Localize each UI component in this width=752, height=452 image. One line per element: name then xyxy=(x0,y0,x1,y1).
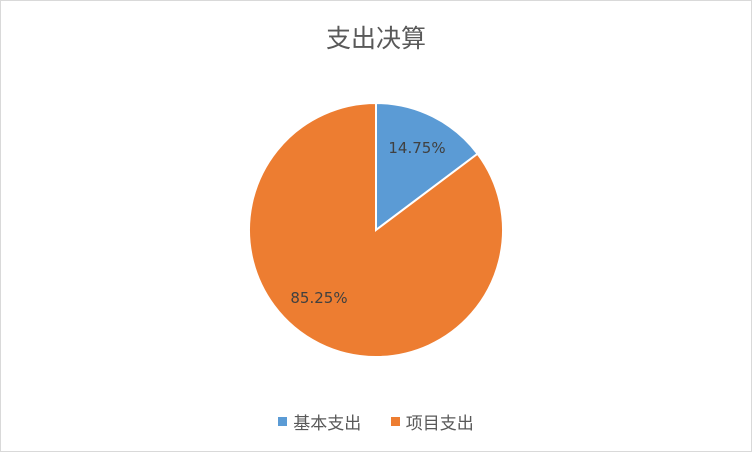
chart-title: 支出决算 xyxy=(325,24,426,53)
pie-slice-project xyxy=(248,101,504,358)
legend-item-project: 项目支出 xyxy=(390,409,474,434)
legend-swatch-project xyxy=(390,417,400,426)
legend-label-basic: 基本支出 xyxy=(293,414,362,434)
legend-item-basic: 基本支出 xyxy=(278,409,361,434)
legend: 基本支出 项目支出 xyxy=(1,409,751,434)
data-label-basic: 14.75% xyxy=(388,139,445,157)
legend-swatch-basic xyxy=(278,417,288,426)
pie-slice-basic xyxy=(375,101,479,233)
legend-label-project: 项目支出 xyxy=(405,414,474,434)
data-label-project: 85.25% xyxy=(290,289,347,307)
